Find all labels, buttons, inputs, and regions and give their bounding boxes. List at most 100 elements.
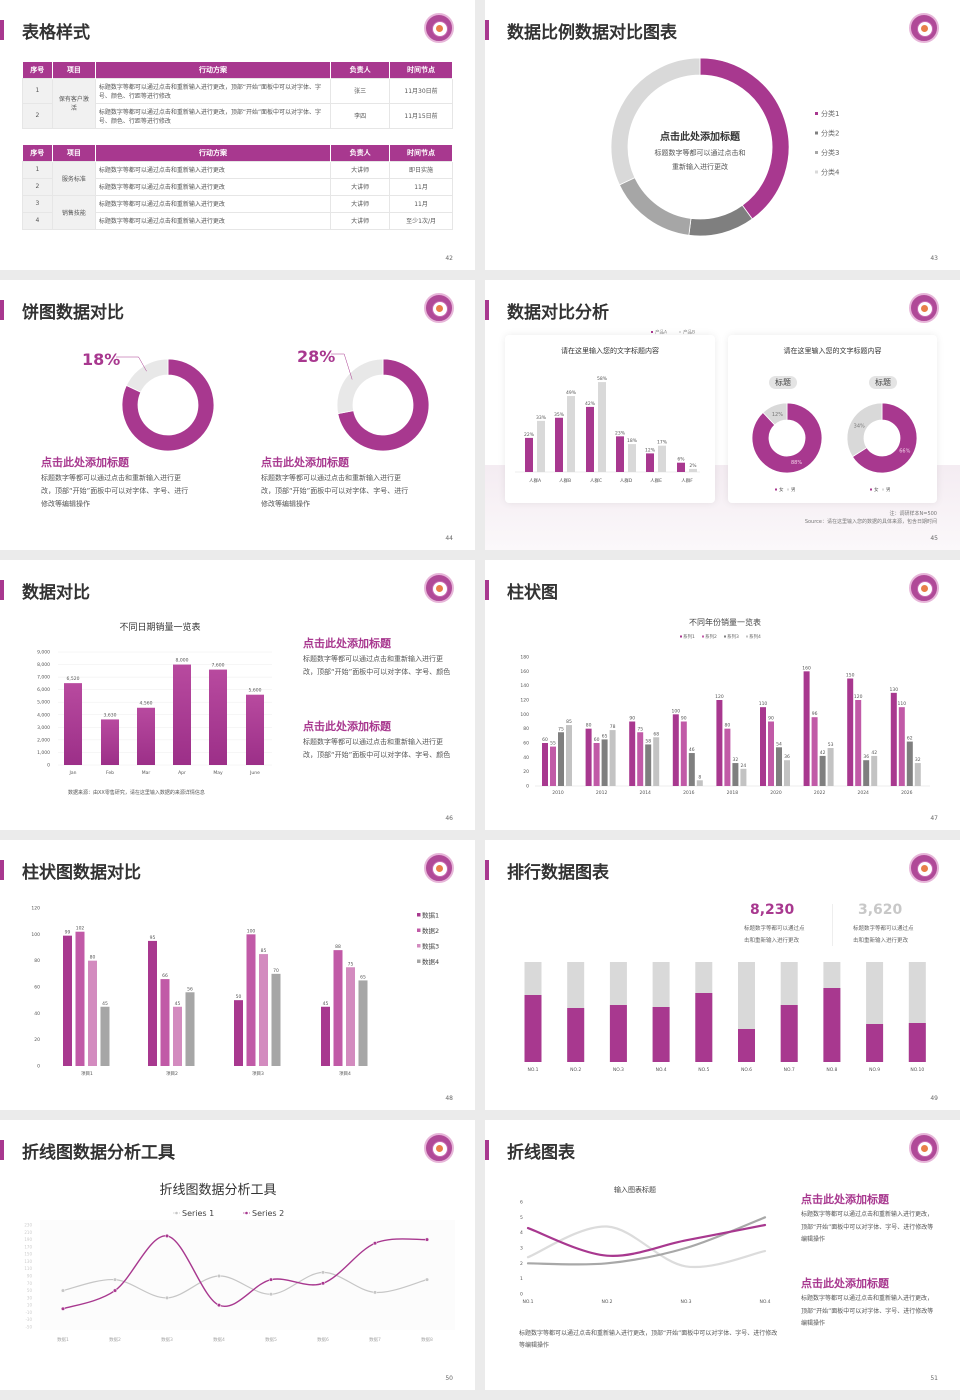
card-title-1: 请在这里输入您的文字标题内容 [561, 347, 659, 355]
donut-slice [846, 402, 883, 458]
logo-icon [909, 853, 939, 883]
line-analysis-chart: 230 210 190 170 150 130 110 90 70 50 30 10 -10 -30 -50… [24, 1209, 455, 1343]
y-tick-label: -50 [25, 1325, 32, 1330]
x-tick-label: NO.7 [784, 1067, 795, 1073]
y-tick-label: 20 [34, 1037, 40, 1043]
data-point [320, 1270, 326, 1275]
column-header: 序号 [22, 145, 53, 161]
bar [819, 755, 826, 786]
bar-value-label: 5,600 [249, 688, 262, 694]
page-number: 43 [930, 255, 938, 262]
donut-slice [762, 402, 788, 426]
block-body-2: 标题数字等都可以通过点击和重新输入进行更改，顶部“开始”面板中可以对字体、字号、… [261, 474, 409, 508]
legend-label: Series 1 [182, 1209, 214, 1218]
title-accent-bar [0, 580, 4, 600]
x-tick-label: NO.3 [613, 1067, 624, 1073]
bar-value-label: 88 [335, 944, 341, 950]
slide-title: 折线图表 [507, 1143, 575, 1163]
bar [234, 1000, 243, 1066]
bar-value-label: 54 [776, 741, 782, 747]
donut-slice [337, 358, 430, 452]
donut-slice [751, 402, 823, 474]
logo-icon [424, 293, 454, 323]
stat-value-2: 3,620 [858, 902, 903, 918]
x-tick-label: 数据3 [161, 1336, 173, 1343]
y-tick-label: 100 [520, 712, 529, 718]
y-tick-label: 160 [520, 669, 529, 675]
owner-cell: 大讲师 [330, 160, 391, 179]
stat-desc-1a: 标题数字等都可以通过点 [744, 926, 805, 932]
x-tick-label: 数据8 [421, 1336, 433, 1343]
legend-label: 分类1 [821, 109, 839, 118]
y-tick-label: 230 [24, 1223, 32, 1228]
x-tick-label: Mar [142, 770, 151, 776]
bar [811, 717, 818, 786]
data-point [268, 1292, 274, 1297]
bar-value-label: 60 [594, 737, 600, 743]
bar-fill [908, 1023, 926, 1062]
legend-label: 数据3 [422, 942, 439, 951]
bar-fill [866, 1024, 884, 1062]
bar [784, 760, 790, 786]
y-tick-label: 0 [526, 784, 529, 790]
category-slice [688, 204, 753, 237]
y-tick-label: 60 [523, 741, 529, 747]
y-tick-label: 8,000 [37, 662, 50, 668]
legend-swatch [417, 913, 421, 917]
legend-swatch [815, 131, 818, 135]
legend-label: 分类4 [821, 168, 840, 177]
logo-icon [909, 573, 939, 603]
bar-value-label: 12% [645, 447, 656, 453]
page-number: 51 [930, 1375, 938, 1382]
bar-card [505, 335, 715, 503]
bar [101, 719, 119, 765]
title-accent-bar [0, 860, 4, 880]
bar-value-label: 80 [725, 723, 731, 729]
bar-value-label: 45 [175, 1001, 181, 1007]
bar [555, 417, 563, 472]
bar [855, 700, 862, 786]
logo-icon [909, 293, 939, 323]
x-tick-label: NO.1 [522, 1299, 533, 1305]
block-body-2: 标题数字等都可以通过点击和重新输入进行更改，顶部“开始”面板中可以对字体、字号、… [801, 1295, 934, 1327]
bar [716, 700, 723, 786]
bar-value-label: 3,630 [104, 712, 117, 718]
bar-value-label: 55 [550, 741, 556, 747]
bar-value-label: 22% [524, 432, 535, 438]
slide-title: 数据比例数据对比图表 [507, 23, 677, 43]
slice-label: 66% [899, 449, 910, 455]
title-accent-bar [485, 1140, 489, 1160]
chart-title: 不同日期销量一览表 [119, 623, 201, 633]
x-tick-label: 项目4 [339, 1071, 351, 1077]
bar [688, 753, 695, 786]
bar-value-label: 80 [90, 955, 96, 961]
donut-slice [851, 402, 918, 474]
legend-label: 女 [874, 486, 879, 493]
y-tick-label: 0 [37, 1064, 40, 1070]
bar-value-label: 68 [653, 731, 659, 737]
bar [173, 664, 191, 765]
bar [148, 940, 157, 1066]
donut-charts [116, 353, 430, 452]
title-accent-bar [485, 20, 489, 40]
deadline-cell: 11月15日前 [389, 102, 453, 129]
legend-label: Series 2 [252, 1209, 284, 1218]
column-header: 时间节点 [389, 145, 453, 161]
action-plan-cell: 标题数字等都可以通过点击和重新输入进行更改，顶部“开始”面板中可以对字体、字号、… [94, 77, 332, 104]
slide-title: 饼图数据对比 [22, 303, 124, 323]
legend-marker [245, 1211, 248, 1215]
row-number: 2 [22, 102, 53, 129]
bar [358, 980, 368, 1066]
y-tick-label: 190 [24, 1237, 32, 1242]
page-number: 46 [445, 815, 453, 822]
y-tick-label: 120 [31, 906, 40, 912]
legend-swatch [417, 944, 421, 948]
table-row: 1 保有客户激活 标题数字等都可以通过点击和重新输入进行更改，顶部“开始”面板中可以… [22, 77, 453, 129]
bar-value-label: 36 [863, 754, 869, 760]
x-tick-label: NO.2 [570, 1067, 581, 1073]
bar [768, 721, 774, 786]
center-title: 点击此处添加标题 [660, 132, 740, 143]
legend-swatch [870, 488, 872, 491]
legend-swatch [417, 959, 421, 963]
deadline-cell: 即日实施 [389, 160, 453, 179]
